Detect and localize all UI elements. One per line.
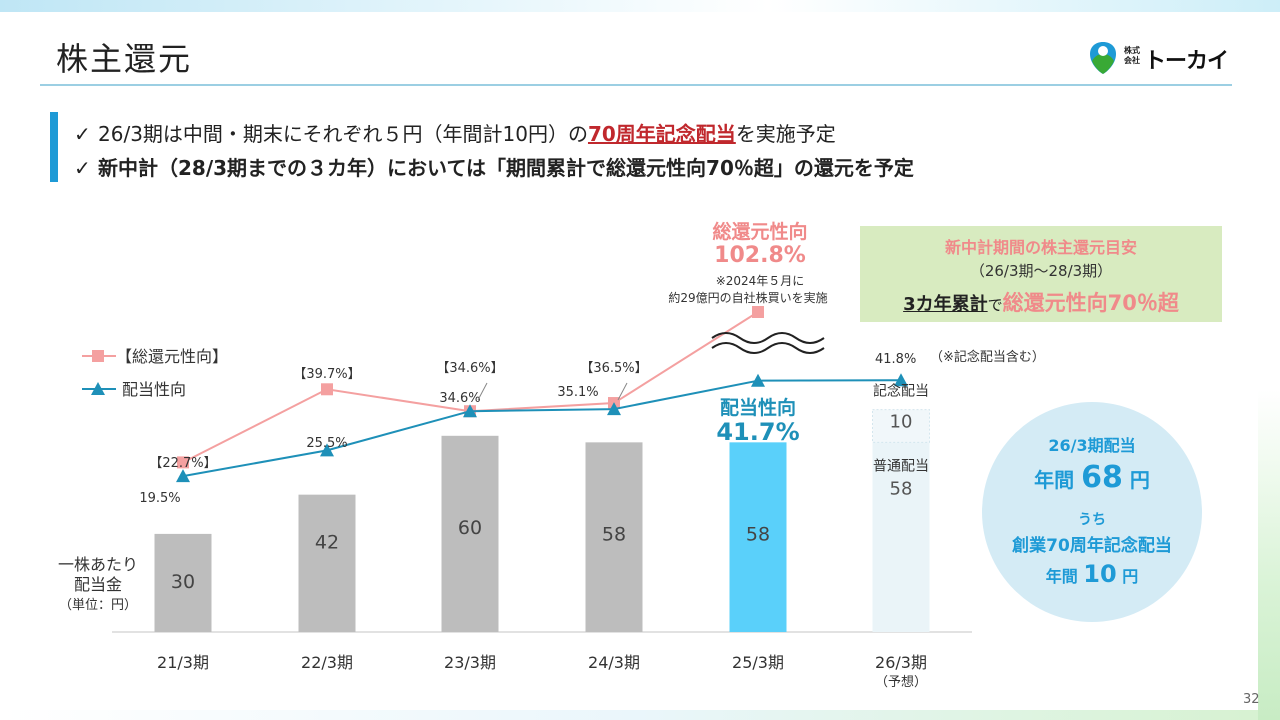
bottom-decoration <box>0 710 1280 720</box>
payout-label-2: 25.5% <box>306 436 347 451</box>
bar-5 <box>729 442 787 632</box>
bar-forecast-commemorative <box>872 409 930 443</box>
bar-value-1: 30 <box>171 571 195 593</box>
bar-value-3: 60 <box>458 517 482 539</box>
payout-annotation-value: 41.7% <box>716 418 799 446</box>
bullet-2-text: 新中計（28/3期までの３カ年）においては「期間累計で総還元性向70％超」の還元… <box>98 156 914 180</box>
marker-payout-5 <box>751 373 765 387</box>
marker-total-return-1 <box>177 456 189 469</box>
circle-commemorative-label: 創業70周年記念配当 <box>1012 536 1172 556</box>
bullet-item-1: ✓ 26/3期は中間・期末にそれぞれ５円（年間計10円）の70周年記念配当を実施予… <box>74 118 836 147</box>
leader-line-24 <box>617 382 628 401</box>
line-payout <box>182 379 902 478</box>
x-tick-label-1: 21/3期 <box>157 653 209 672</box>
page-title: 株主還元 <box>56 40 193 78</box>
marker-total-return-5 <box>752 306 764 318</box>
buyback-note-line2: 約29億円の自社株買いを実施 <box>668 290 827 305</box>
marker-payout-2 <box>320 443 334 457</box>
circle-commemorative-amount: 10 <box>1083 560 1117 588</box>
y-axis-label-line2: 配当金 <box>74 575 122 594</box>
dividend-circle: 26/3期配当 年間 68 円 うち 創業70周年記念配当 年間 10 円 <box>982 402 1202 622</box>
y-axis-label-line1: 一株あたり <box>58 555 138 574</box>
bar-label-regular-name: 普通配当 <box>873 458 929 474</box>
bullet-1-emphasis: 70周年記念配当 <box>587 122 736 146</box>
x-tick-note-6: （予想） <box>875 674 927 690</box>
bar-value-4: 58 <box>602 523 626 545</box>
marker-payout-4 <box>607 402 621 416</box>
x-tick-label-6: 26/3期 <box>875 653 927 672</box>
circle-annual-amount: 68 <box>1081 460 1123 495</box>
bar-4 <box>585 442 643 632</box>
bullet-item-2: ✓ 新中計（28/3期までの３カ年）においては「期間累計で総還元性向70％超」の還… <box>74 152 914 181</box>
legend-payout-label: 配当性向 <box>122 380 186 399</box>
marker-payout-1 <box>176 469 190 483</box>
total-return-annotation-value: 102.8% <box>714 243 806 268</box>
bullet-accent-bar <box>50 112 58 182</box>
logo-company-type: 株式 会社 <box>1124 46 1140 65</box>
bar-forecast-regular <box>872 442 930 632</box>
circle-commemorative-pre: 年間 <box>1045 567 1084 586</box>
bar-label-commemorative-name: 記念配当 <box>873 383 929 400</box>
target-box-main: 3カ年累計で総還元性向70％超 <box>860 287 1222 317</box>
bar-1 <box>154 533 212 632</box>
leader-line-23 <box>477 382 488 401</box>
bar-value-5: 58 <box>746 523 770 545</box>
circle-annual-pre: 年間 <box>1034 468 1082 492</box>
x-tick-label-4: 24/3期 <box>588 653 640 672</box>
circle-annual-unit: 円 <box>1122 468 1150 492</box>
target-box-connector: で <box>987 296 1003 314</box>
circle-title: 26/3期配当 <box>1048 436 1136 455</box>
circle-commemorative: 年間 10 円 <box>982 560 1202 588</box>
y-axis-unit: （単位：円） <box>59 597 137 613</box>
x-tick-label-5: 25/3期 <box>732 653 784 672</box>
title-divider <box>40 84 1232 86</box>
target-box-highlight: 総還元性向70％超 <box>1002 291 1179 315</box>
bar-value-2: 42 <box>315 532 339 554</box>
circle-annual: 年間 68 円 <box>982 460 1202 495</box>
buyback-note-line1: ※2024年５月に <box>716 274 805 288</box>
total-return-label-1: 【22.7%】 <box>149 456 216 471</box>
circle-commemorative-unit: 円 <box>1116 567 1139 586</box>
marker-total-return-2 <box>321 383 333 396</box>
right-decoration <box>1258 390 1280 720</box>
total-return-annotation-label: 総還元性向 <box>712 220 807 243</box>
bar-value-commemorative: 10 <box>890 412 913 433</box>
total-return-label-4: 【36.5%】 <box>580 361 647 376</box>
top-decoration <box>0 0 1280 12</box>
axis-break-mark-2 <box>711 342 825 354</box>
bar-3 <box>441 435 499 632</box>
bar-2 <box>298 494 356 632</box>
bullet-1-text: 26/3期は中間・期末にそれぞれ５円（年間計10円）の <box>98 122 588 146</box>
payout-label-6: 41.8% <box>875 352 916 367</box>
check-icon: ✓ <box>74 156 91 180</box>
company-logo: 株式 会社 トーカイ <box>1088 40 1229 78</box>
target-box: 新中計期間の株主還元目安 （26/3期～28/3期） 3カ年累計で総還元性向70… <box>860 226 1222 322</box>
forecast-note: （※記念配当含む） <box>930 349 1045 365</box>
target-box-underline: 3カ年累計 <box>903 294 988 315</box>
bar-value-regular: 58 <box>890 478 913 499</box>
axis-break-mark <box>711 332 825 344</box>
target-box-title: 新中計期間の株主還元目安 <box>944 238 1137 257</box>
payout-annotation-label: 配当性向 <box>720 396 796 419</box>
legend-total-label: 【総還元性向】 <box>116 347 228 366</box>
total-return-label-3: 【34.6%】 <box>436 361 503 376</box>
x-tick-label-2: 22/3期 <box>301 653 353 672</box>
tokai-logo-icon <box>1090 42 1116 74</box>
payout-label-1: 19.5% <box>139 491 180 506</box>
legend-total-marker <box>92 350 104 362</box>
check-icon: ✓ <box>74 122 91 146</box>
marker-payout-6 <box>894 373 908 387</box>
payout-label-4: 35.1% <box>557 385 598 400</box>
circle-of-which: うち <box>1078 512 1106 528</box>
legend-payout-marker <box>91 382 105 395</box>
bullet-1-tail: を実施予定 <box>735 122 836 146</box>
logo-wordmark: トーカイ <box>1144 49 1229 74</box>
marker-payout-3 <box>463 404 477 418</box>
page-number: 32 <box>1243 692 1260 707</box>
x-tick-label-3: 23/3期 <box>444 653 496 672</box>
target-box-period: （26/3期～28/3期） <box>969 262 1113 280</box>
payout-label-3: 34.6% <box>439 391 480 406</box>
total-return-label-2: 【39.7%】 <box>293 367 360 382</box>
